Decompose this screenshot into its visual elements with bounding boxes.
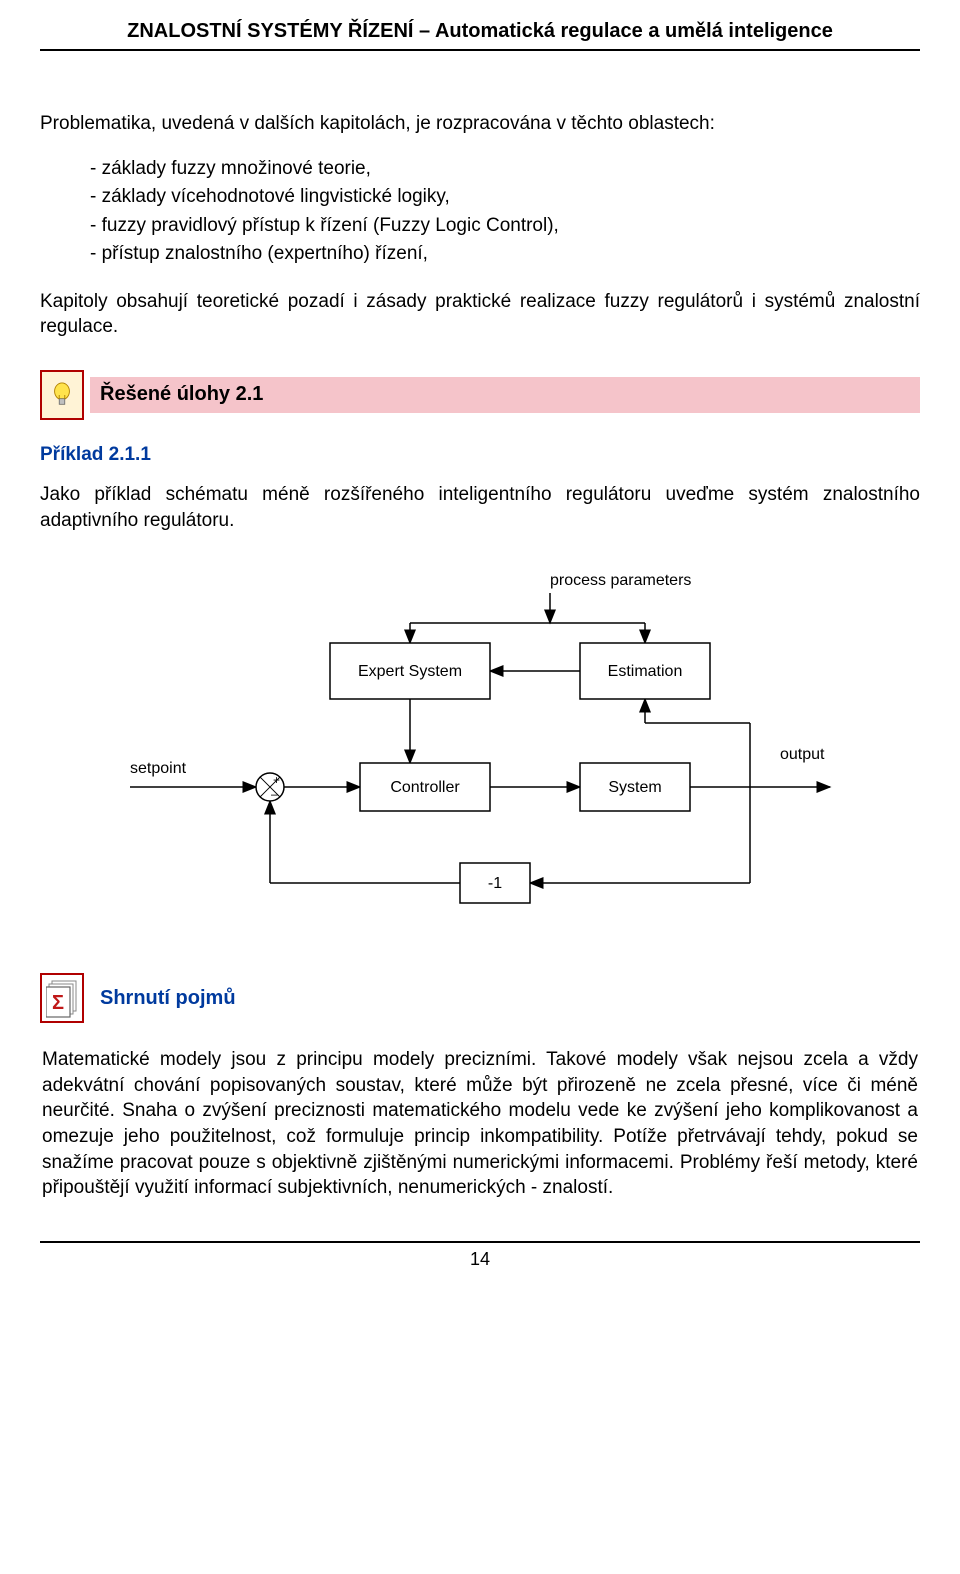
page-footer: 14	[40, 1241, 920, 1270]
bullet-item: základy fuzzy množinové teorie,	[90, 155, 920, 184]
summary-banner-label: Shrnutí pojmů	[90, 980, 920, 1016]
svg-text:setpoint: setpoint	[130, 760, 187, 777]
bullet-list: základy fuzzy množinové teorie, základy …	[90, 155, 920, 269]
lightbulb-icon	[40, 370, 84, 420]
svg-text:output: output	[780, 746, 825, 763]
block-diagram: Expert System Estimation Controller System -…	[120, 563, 840, 923]
svg-text:Expert System: Expert System	[358, 663, 462, 680]
bullet-item: přístup znalostního (expertního) řízení,	[90, 240, 920, 269]
svg-text:–: –	[271, 787, 278, 801]
solved-banner-label: Řešené úlohy 2.1	[90, 377, 920, 413]
sigma-icon: Σ	[40, 973, 84, 1023]
example-text: Jako příklad schématu méně rozšířeného i…	[40, 482, 920, 533]
intro-para-1: Problematika, uvedená v dalších kapitolá…	[40, 111, 920, 137]
page-number: 14	[470, 1249, 490, 1269]
svg-text:Estimation: Estimation	[608, 663, 683, 680]
svg-text:process parameters: process parameters	[550, 572, 691, 589]
page-header: ZNALOSTNÍ SYSTÉMY ŘÍZENÍ – Automatická r…	[40, 20, 920, 51]
intro-para-2: Kapitoly obsahují teoretické pozadí i zá…	[40, 289, 920, 340]
svg-text:System: System	[608, 779, 661, 796]
example-heading: Příklad 2.1.1	[40, 444, 920, 466]
summary-body: Matematické modely jsou z principu model…	[40, 1047, 920, 1201]
svg-text:Σ: Σ	[52, 992, 64, 1014]
svg-text:Controller: Controller	[390, 779, 460, 796]
solved-section-banner: Řešené úlohy 2.1	[40, 370, 920, 420]
summary-section-banner: Σ Shrnutí pojmů	[40, 973, 920, 1023]
svg-text:-1: -1	[488, 875, 502, 892]
bullet-item: fuzzy pravidlový přístup k řízení (Fuzzy…	[90, 212, 920, 241]
bullet-item: základy vícehodnotové lingvistické logik…	[90, 183, 920, 212]
svg-text:+: +	[273, 773, 280, 787]
